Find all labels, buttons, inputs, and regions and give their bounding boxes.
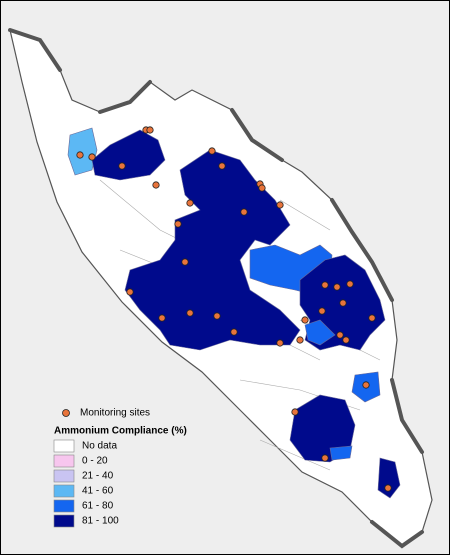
monitoring-site: [174, 220, 182, 228]
catchment: [91, 129, 166, 181]
legend-swatch: [53, 499, 75, 513]
legend-swatch: [53, 514, 75, 528]
legend-class-label: 81 - 100: [82, 516, 119, 527]
catchments: [67, 127, 401, 499]
monitoring-site: [333, 283, 341, 291]
monitoring-site: [158, 314, 166, 322]
monitoring-site: [384, 484, 392, 492]
legend-class-label: 41 - 60: [82, 486, 114, 497]
monitoring-site: [276, 201, 284, 209]
monitoring-site: [230, 328, 238, 336]
legend-swatch: [53, 469, 75, 483]
monitoring-site: [318, 307, 326, 315]
legend-class-label: 61 - 80: [82, 501, 114, 512]
legend-class-label: 0 - 20: [82, 456, 108, 467]
monitoring-site: [368, 314, 376, 322]
catchment: [377, 457, 401, 499]
monitoring-sites: [76, 126, 392, 492]
monitoring-site: [218, 162, 226, 170]
monitoring-site: [296, 336, 304, 344]
monitoring-site: [76, 151, 84, 159]
monitoring-site: [342, 336, 350, 344]
monitoring-site: [336, 331, 344, 339]
monitoring-site: [258, 184, 266, 192]
monitoring-site: [126, 288, 134, 296]
monitoring-site: [321, 454, 329, 462]
legend-swatch: [53, 439, 75, 453]
monitoring-site: [181, 258, 189, 266]
legend-swatch: [53, 484, 75, 498]
catchment: [329, 445, 353, 461]
monitoring-site: [186, 199, 194, 207]
legend-title: Ammonium Compliance (%): [54, 426, 187, 437]
legend-class-label: 21 - 40: [82, 471, 114, 482]
monitoring-site: [346, 280, 354, 288]
legend-site-symbol: [62, 409, 70, 417]
monitoring-site: [146, 126, 154, 134]
monitoring-site: [152, 181, 160, 189]
legend: Monitoring sites Ammonium Compliance (%)…: [53, 408, 187, 528]
catchment: [304, 319, 336, 346]
monitoring-site: [291, 408, 299, 416]
legend-sites-label: Monitoring sites: [80, 408, 150, 419]
catchment: [67, 127, 98, 176]
monitoring-site: [88, 153, 96, 161]
legend-swatch: [53, 454, 75, 468]
monitoring-site: [208, 147, 216, 155]
monitoring-site: [240, 208, 248, 216]
legend-class-label: No data: [82, 441, 117, 452]
monitoring-site: [118, 162, 126, 170]
monitoring-site: [339, 299, 347, 307]
monitoring-site: [301, 316, 309, 324]
monitoring-site: [321, 281, 329, 289]
monitoring-site: [276, 339, 284, 347]
coastline: [8, 28, 424, 549]
monitoring-site: [362, 381, 370, 389]
monitoring-site: [186, 309, 194, 317]
monitoring-site: [213, 312, 221, 320]
